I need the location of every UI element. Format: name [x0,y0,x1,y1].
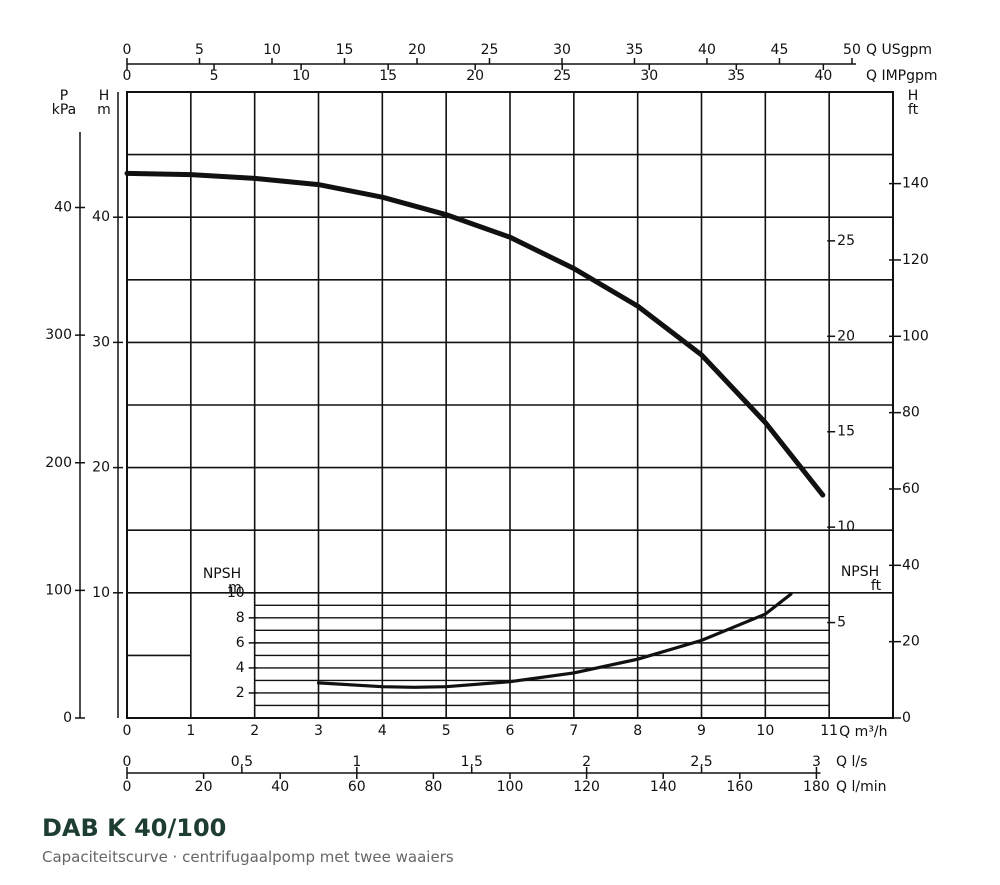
impgpm-axis-label: Q IMPgpm [866,68,938,84]
impgpm-tick-label: 30 [640,68,658,84]
ft-tick-label: 20 [902,634,920,650]
x-tick-label: 9 [697,723,706,739]
npsh-ft-axis-label: NPSH [841,564,879,580]
usgpm-tick-label: 40 [698,42,716,58]
npsh-tick-label: 6 [236,635,245,651]
npsh-tick-label: 2 [236,685,245,701]
ft-tick-label: 140 [902,176,929,192]
npsh-tick-label: 10 [227,585,245,601]
impgpm-tick-label: 10 [292,68,310,84]
impgpm-tick-label: 15 [379,68,397,84]
chart-title: DAB K 40/100 [42,814,227,842]
y-tick-label: 40 [92,209,110,225]
npsh-ft-tick-label: 20 [837,328,855,344]
x-tick-label: 11 [820,723,838,739]
x-axis-label: Q m³/h [839,724,887,740]
x-tick-label: 5 [442,723,451,739]
usgpm-tick-label: 50 [843,42,861,58]
ls-tick-label: 0 [123,754,132,770]
lmin-tick-label: 0 [123,779,132,795]
x-tick-label: 8 [633,723,642,739]
y-tick-label: 30 [92,334,110,350]
npsh-ft-tick-label: 5 [837,615,846,631]
y-tick-label: 10 [92,585,110,601]
npsh-axis-label: NPSH [203,566,241,582]
npsh-axis-label: m [228,580,242,596]
x-tick-label: 2 [250,723,259,739]
ft-tick-label: 120 [902,252,929,268]
usgpm-tick-label: 25 [481,42,499,58]
ls-tick-label: 0,5 [231,754,253,770]
curve [316,592,793,689]
x-tick-label: 4 [378,723,387,739]
npsh-tick-label: 8 [236,610,245,626]
lmin-tick-label: 80 [424,779,442,795]
ft-tick-label: 40 [902,557,920,573]
impgpm-tick-label: 35 [727,68,745,84]
usgpm-tick-label: 30 [553,42,571,58]
x-tick-label: 6 [506,723,515,739]
impgpm-tick-label: 40 [814,68,832,84]
lmin-tick-label: 140 [650,779,677,795]
ft-tick-label: 60 [902,481,920,497]
ft-axis-label: H [908,88,919,104]
impgpm-tick-label: 25 [553,68,571,84]
usgpm-tick-label: 0 [123,42,132,58]
npsh-ft-tick-label: 25 [837,233,855,249]
ls-axis-label: Q l/s [836,754,867,770]
usgpm-tick-label: 20 [408,42,426,58]
x-tick-label: 7 [569,723,578,739]
usgpm-tick-label: 15 [336,42,354,58]
lmin-tick-label: 100 [497,779,524,795]
impgpm-tick-label: 5 [210,68,219,84]
chart: 0 1 2 3 4 5 6 7 8 9 10 11 Q m³/h10203040Hm0100200300… [45,42,938,795]
ls-tick-label: 3 [812,754,821,770]
npsh-tick-label: 4 [236,660,245,676]
usgpm-tick-label: 10 [263,42,281,58]
ft-tick-label: 0 [902,710,911,726]
usgpm-axis-label: Q USgpm [866,42,932,58]
y-axis-label: m [97,102,111,118]
kpa-tick-label: 40 [54,200,72,216]
lmin-tick-label: 60 [348,779,366,795]
ft-tick-label: 100 [902,328,929,344]
y-tick-label: 20 [92,460,110,476]
y-axis-label: H [99,88,110,104]
x-tick-label: 1 [186,723,195,739]
ls-tick-label: 1,5 [461,754,483,770]
impgpm-tick-label: 0 [123,68,132,84]
lmin-tick-label: 180 [803,779,830,795]
lmin-axis-label: Q l/min [836,779,886,795]
ls-tick-label: 2,5 [690,754,712,770]
kpa-axis-label: P [60,88,68,104]
ft-axis-label: ft [908,102,919,118]
x-tick-label: 10 [756,723,774,739]
lmin-tick-label: 20 [195,779,213,795]
npsh-ft-axis-label: ft [871,578,882,594]
npsh-ft-tick-label: 10 [837,519,855,535]
kpa-tick-label: 0 [63,710,72,726]
impgpm-tick-label: 20 [466,68,484,84]
lmin-tick-label: 40 [271,779,289,795]
lmin-tick-label: 120 [573,779,600,795]
x-tick-label: 3 [314,723,323,739]
usgpm-tick-label: 5 [195,42,204,58]
kpa-tick-label: 100 [45,582,72,598]
lmin-tick-label: 160 [726,779,753,795]
ft-tick-label: 80 [902,405,920,421]
ls-tick-label: 1 [352,754,361,770]
ls-tick-label: 2 [582,754,591,770]
usgpm-tick-label: 45 [771,42,789,58]
kpa-tick-label: 200 [45,455,72,471]
chart-subtitle: Capaciteitscurve · centrifugaalpomp met … [42,848,454,866]
kpa-axis-label: kPa [52,102,77,118]
usgpm-tick-label: 35 [626,42,644,58]
x-tick-label: 0 [123,723,132,739]
npsh-ft-tick-label: 15 [837,424,855,440]
kpa-tick-label: 300 [45,327,72,343]
curve [124,170,826,498]
